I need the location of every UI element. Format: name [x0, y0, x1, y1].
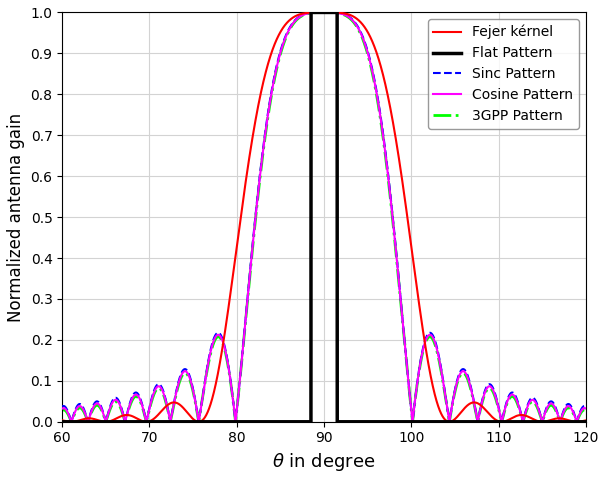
Sinc Pattern	[59, 404, 66, 409]
3GPP Pattern	[321, 10, 328, 15]
Fejer kérnel	[374, 53, 381, 59]
3GPP Pattern	[582, 408, 590, 413]
Flat Pattern	[259, 419, 267, 425]
3GPP Pattern	[447, 410, 454, 416]
Flat Pattern	[343, 419, 350, 425]
Cosine Pattern	[582, 406, 590, 411]
Fejer kérnel	[59, 418, 66, 423]
3GPP Pattern	[343, 13, 350, 19]
Fejer kérnel	[582, 418, 590, 423]
Line: Flat Pattern: Flat Pattern	[62, 12, 586, 422]
Cosine Pattern	[374, 96, 381, 102]
Flat Pattern	[59, 419, 66, 425]
Fejer kérnel	[94, 417, 101, 423]
Fejer kérnel	[343, 11, 350, 17]
Fejer kérnel	[102, 419, 110, 425]
Sinc Pattern	[185, 370, 192, 375]
Sinc Pattern	[374, 94, 381, 100]
Sinc Pattern	[102, 419, 110, 425]
Flat Pattern	[447, 419, 454, 425]
Sinc Pattern	[343, 12, 350, 18]
Sinc Pattern	[259, 148, 267, 154]
Cosine Pattern	[185, 372, 192, 377]
Flat Pattern	[185, 419, 192, 425]
Fejer kérnel	[259, 82, 267, 87]
Cosine Pattern	[59, 406, 66, 411]
Sinc Pattern	[94, 399, 101, 405]
Y-axis label: Normalized antenna gain: Normalized antenna gain	[7, 112, 25, 322]
Cosine Pattern	[259, 150, 267, 156]
3GPP Pattern	[259, 152, 267, 158]
3GPP Pattern	[374, 98, 381, 104]
Cosine Pattern	[94, 401, 101, 407]
Cosine Pattern	[321, 10, 328, 15]
Line: Sinc Pattern: Sinc Pattern	[62, 12, 586, 422]
Flat Pattern	[307, 10, 315, 15]
Fejer kérnel	[185, 411, 192, 417]
Fejer kérnel	[447, 419, 454, 424]
Sinc Pattern	[321, 10, 328, 15]
Sinc Pattern	[447, 409, 454, 415]
Line: Cosine Pattern: Cosine Pattern	[62, 12, 586, 422]
3GPP Pattern	[59, 408, 66, 413]
3GPP Pattern	[94, 403, 101, 408]
Cosine Pattern	[447, 410, 454, 416]
Cosine Pattern	[343, 12, 350, 18]
Flat Pattern	[374, 419, 381, 425]
X-axis label: $\theta$ in degree: $\theta$ in degree	[272, 451, 376, 473]
Legend: Fejer kérnel, Flat Pattern, Sinc Pattern, Cosine Pattern, 3GPP Pattern: Fejer kérnel, Flat Pattern, Sinc Pattern…	[428, 19, 579, 129]
Sinc Pattern	[582, 404, 590, 409]
Cosine Pattern	[539, 419, 546, 425]
3GPP Pattern	[185, 373, 192, 379]
Fejer kérnel	[321, 10, 328, 15]
Line: 3GPP Pattern: 3GPP Pattern	[62, 12, 586, 422]
Line: Fejer kérnel: Fejer kérnel	[62, 12, 586, 422]
Flat Pattern	[582, 419, 590, 425]
Flat Pattern	[94, 419, 101, 425]
3GPP Pattern	[539, 419, 546, 425]
